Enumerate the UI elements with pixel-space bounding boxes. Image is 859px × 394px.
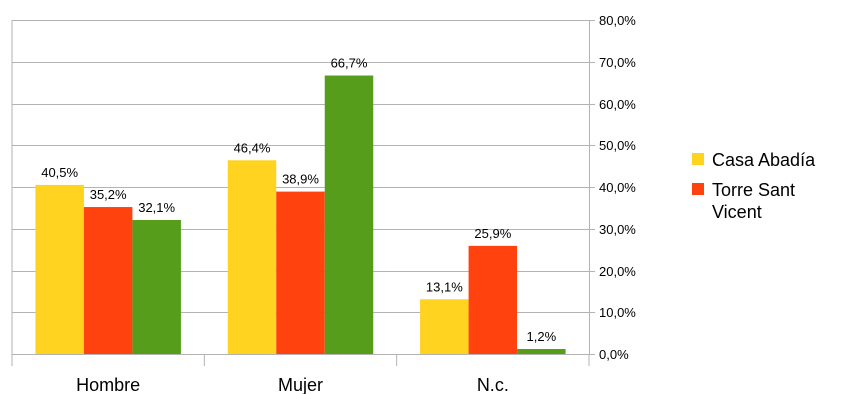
bar-mujer-series-2 <box>324 75 374 354</box>
bar-mujer-series-1 <box>276 191 325 354</box>
legend-label: Casa Abadía <box>712 150 816 170</box>
bar-hombre-series-0 <box>35 184 84 354</box>
data-label: 38,9% <box>282 172 319 187</box>
data-label: 32,1% <box>138 200 175 215</box>
legend-swatch <box>692 183 704 195</box>
y-tick-label: 0,0% <box>599 347 629 362</box>
category-label: Hombre <box>76 375 140 394</box>
y-tick-label: 30,0% <box>599 222 636 237</box>
bar-nc-series-1 <box>468 245 518 354</box>
data-label: 35,2% <box>90 187 127 202</box>
bar-mujer-series-0 <box>227 160 277 354</box>
data-label: 46,4% <box>234 140 271 155</box>
y-tick-label: 10,0% <box>599 305 636 320</box>
labels: 0,0% 10,0% 20,0% 30,0% 40,0% 50,0% 60,0% 70,0% 8… <box>41 13 636 394</box>
y-tick-label: 60,0% <box>599 97 636 112</box>
bar-nc-series-2 <box>517 348 566 354</box>
category-label: N.c. <box>477 375 509 394</box>
y-tick-label: 40,0% <box>599 180 636 195</box>
bar-nc-series-0 <box>420 299 469 354</box>
data-label: 25,9% <box>474 226 511 241</box>
legend-label: Vicent <box>712 202 762 222</box>
legend-label: Torre Sant <box>712 180 795 200</box>
data-label: 13,1% <box>426 279 463 294</box>
data-label: 40,5% <box>41 165 78 180</box>
y-tick-label: 80,0% <box>599 13 636 28</box>
y-tick-label: 20,0% <box>599 264 636 279</box>
legend-swatch <box>692 153 704 165</box>
y-tick-label: 50,0% <box>599 138 636 153</box>
bars <box>35 75 566 354</box>
data-label: 1,2% <box>527 329 557 344</box>
bar-hombre-series-1 <box>83 207 133 354</box>
category-label: Mujer <box>278 375 323 394</box>
y-tick-label: 70,0% <box>599 55 636 70</box>
bar-hombre-series-2 <box>132 219 181 354</box>
axes <box>11 20 595 366</box>
data-label: 66,7% <box>331 56 368 71</box>
